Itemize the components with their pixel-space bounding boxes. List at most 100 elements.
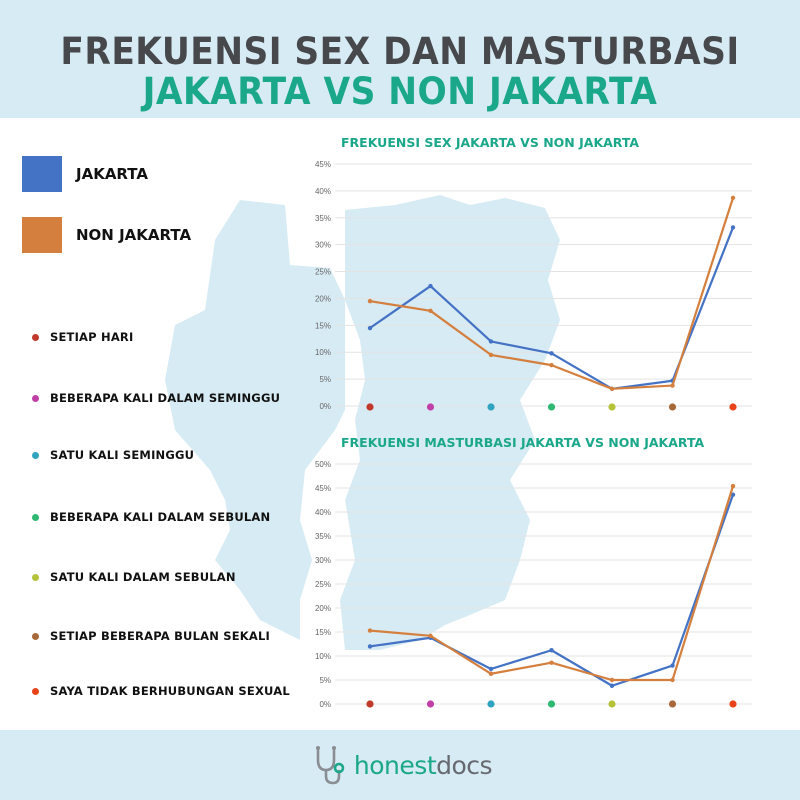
y-tick-label: 45% bbox=[315, 484, 331, 493]
legend-category-label: SATU KALI SEMINGGU bbox=[50, 448, 195, 462]
legend-category: BEBERAPA KALI DALAM SEBULAN bbox=[32, 510, 270, 524]
x-category-dot bbox=[487, 403, 495, 411]
legend-label-jakarta: JAKARTA bbox=[76, 165, 148, 183]
data-point bbox=[488, 352, 494, 358]
data-point bbox=[609, 386, 615, 391]
data-point bbox=[367, 325, 373, 331]
legend-category: SETIAP HARI bbox=[32, 330, 133, 344]
page-title: FREKUENSI SEX DAN MASTURBASI bbox=[60, 30, 740, 73]
data-point bbox=[428, 308, 433, 314]
y-tick-label: 30% bbox=[315, 241, 331, 250]
legend-dot bbox=[32, 573, 39, 581]
y-tick-label: 20% bbox=[315, 604, 331, 613]
data-point bbox=[367, 628, 373, 633]
x-category-dot bbox=[547, 700, 556, 708]
legend-dot bbox=[32, 687, 39, 695]
data-point bbox=[549, 351, 554, 356]
data-point bbox=[488, 339, 494, 344]
legend-label-non-jakarta: NON JAKARTA bbox=[76, 226, 192, 244]
y-tick-label: 15% bbox=[315, 628, 331, 637]
data-point bbox=[428, 283, 433, 289]
y-tick-label: 5% bbox=[319, 676, 331, 685]
brand-part-2: docs bbox=[436, 750, 493, 780]
x-category-dot bbox=[729, 403, 737, 411]
data-point bbox=[609, 683, 615, 688]
legend-category: SETIAP BEBERAPA BULAN SEKALI bbox=[32, 629, 270, 643]
legend-swatch-jakarta bbox=[22, 156, 62, 192]
data-point bbox=[367, 644, 373, 649]
data-point bbox=[488, 671, 494, 676]
data-point bbox=[549, 660, 554, 665]
legend-dot bbox=[32, 451, 39, 459]
chart-title-sex: FREKUENSI SEX JAKARTA VS NON JAKARTA bbox=[341, 135, 640, 150]
legend-category-label: SETIAP BEBERAPA BULAN SEKALI bbox=[50, 629, 270, 643]
y-tick-label: 30% bbox=[315, 556, 331, 565]
y-tick-label: 10% bbox=[315, 348, 331, 357]
legend-dot bbox=[32, 513, 39, 521]
data-point bbox=[670, 383, 675, 388]
page-subtitle: JAKARTA VS NON JAKARTA bbox=[142, 70, 658, 113]
y-tick-label: 5% bbox=[319, 375, 331, 384]
y-tick-label: 40% bbox=[315, 508, 331, 517]
x-category-dot bbox=[487, 700, 495, 708]
legend-category: BEBERAPA KALI DALAM SEMINGGU bbox=[32, 391, 280, 405]
legend-category-label: BEBERAPA KALI DALAM SEMINGGU bbox=[50, 391, 281, 405]
brand-name: honestdocs bbox=[353, 750, 493, 780]
y-tick-label: 20% bbox=[315, 294, 331, 303]
y-tick-label: 35% bbox=[315, 214, 331, 223]
y-tick-label: 50% bbox=[315, 460, 331, 469]
brand-logo: honestdocs bbox=[308, 744, 493, 786]
legend-category-label: SATU KALI DALAM SEBULAN bbox=[50, 570, 236, 584]
legend-category-label: SETIAP HARI bbox=[50, 330, 134, 344]
data-point bbox=[367, 298, 373, 304]
x-category-dot bbox=[729, 700, 737, 708]
y-tick-label: 0% bbox=[319, 402, 331, 411]
legend-dot bbox=[32, 632, 39, 640]
legend-series-jakarta: JAKARTA bbox=[22, 156, 148, 192]
legend-category: SAYA TIDAK BERHUBUNGAN SEXUAL bbox=[32, 684, 290, 698]
data-point bbox=[670, 663, 675, 668]
data-point bbox=[428, 633, 433, 639]
data-point bbox=[730, 492, 736, 497]
y-tick-label: 25% bbox=[315, 268, 331, 277]
y-tick-label: 25% bbox=[315, 580, 331, 589]
x-category-dot bbox=[426, 403, 435, 411]
data-point bbox=[730, 195, 736, 201]
data-point bbox=[488, 666, 494, 672]
x-category-dot bbox=[366, 403, 374, 411]
data-point bbox=[609, 677, 615, 683]
data-point bbox=[549, 648, 554, 653]
footer-banner: honestdocs bbox=[0, 730, 800, 800]
legend-category: SATU KALI DALAM SEBULAN bbox=[32, 570, 236, 584]
y-tick-label: 10% bbox=[315, 652, 331, 661]
header-banner: FREKUENSI SEX DAN MASTURBASI JAKARTA VS … bbox=[0, 0, 800, 118]
data-point bbox=[730, 225, 736, 230]
chart-title-masturbasi: FREKUENSI MASTURBASI JAKARTA VS NON JAKA… bbox=[341, 435, 705, 450]
legend-swatch-non-jakarta bbox=[22, 217, 62, 253]
stethoscope-icon bbox=[315, 746, 345, 785]
data-point bbox=[549, 362, 554, 368]
data-point bbox=[670, 677, 675, 683]
data-point bbox=[730, 483, 736, 489]
y-tick-label: 40% bbox=[315, 187, 331, 196]
x-category-dot bbox=[547, 403, 556, 411]
x-category-dot bbox=[426, 700, 435, 708]
x-category-dot bbox=[668, 403, 677, 411]
legend-dot bbox=[32, 333, 39, 341]
legend-dot bbox=[32, 394, 39, 402]
legend-category: SATU KALI SEMINGGU bbox=[32, 448, 194, 462]
x-category-dot bbox=[608, 700, 616, 708]
legend-series-non-jakarta: NON JAKARTA bbox=[22, 217, 191, 253]
brand-part-1: honest bbox=[353, 750, 437, 780]
y-tick-label: 45% bbox=[315, 160, 331, 169]
legend-category-label: SAYA TIDAK BERHUBUNGAN SEXUAL bbox=[50, 684, 290, 698]
legend-category-label: BEBERAPA KALI DALAM SEBULAN bbox=[50, 510, 271, 524]
x-category-dot bbox=[366, 700, 374, 708]
y-tick-label: 35% bbox=[315, 532, 331, 541]
x-category-dot bbox=[608, 403, 616, 411]
y-tick-label: 15% bbox=[315, 321, 331, 330]
x-category-dot bbox=[668, 700, 677, 708]
y-tick-label: 0% bbox=[319, 700, 331, 709]
